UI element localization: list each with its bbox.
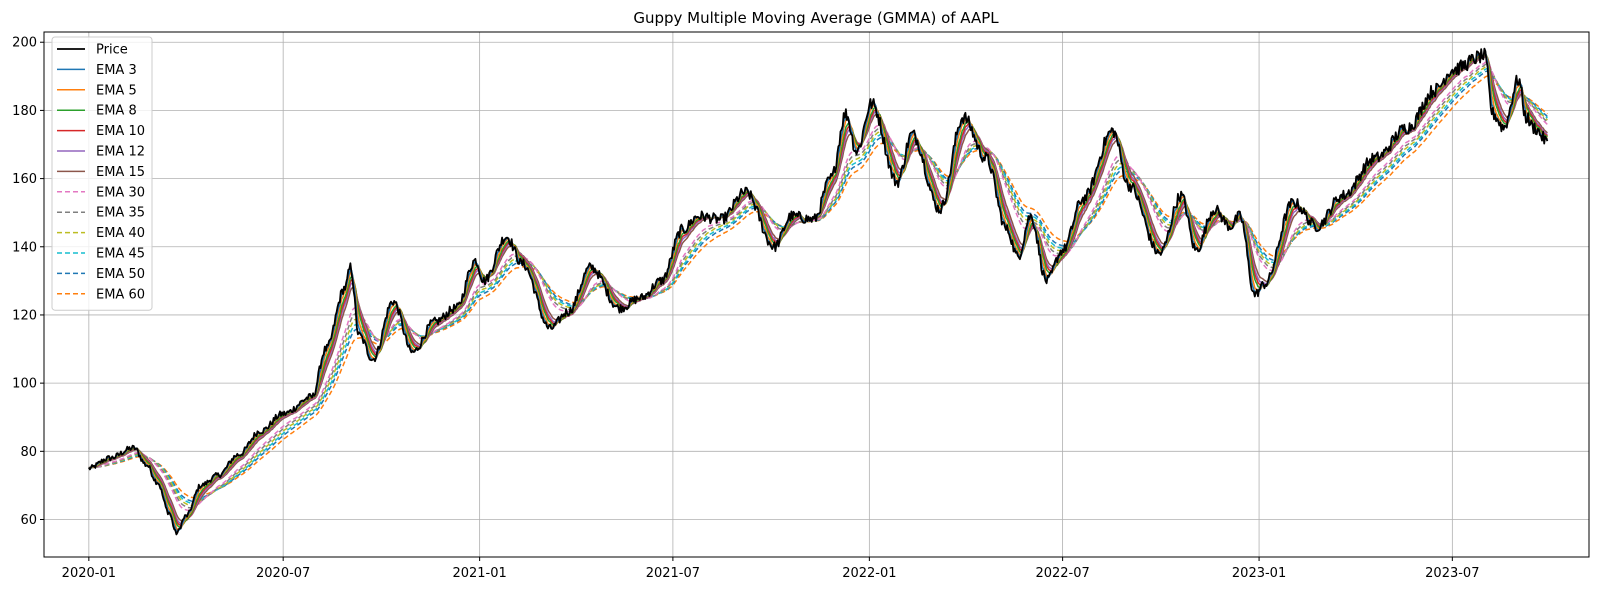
plot-frame xyxy=(43,31,1590,558)
legend-label: Price xyxy=(96,43,128,58)
legend-box xyxy=(51,36,153,311)
series-line-ema-60 xyxy=(88,75,1548,499)
x-tick-label: 2020-01 xyxy=(62,566,116,581)
y-tick-label: 180 xyxy=(12,104,37,119)
grid-lines xyxy=(44,32,1589,557)
legend: Price EMA 3 EMA 5 EMA 8 EMA 10 EMA 12 EMA 15 EM… xyxy=(51,36,153,311)
series-line-ema-40 xyxy=(88,65,1548,507)
x-tick-label: 2023-07 xyxy=(1425,566,1479,581)
series-line-ema-12 xyxy=(88,54,1548,525)
x-tick-label: 2023-01 xyxy=(1232,566,1286,581)
series-line-ema-5 xyxy=(88,52,1548,531)
series-line-ema-50 xyxy=(88,70,1548,502)
x-axis: 2020-01 2020-07 2021-01 2021-07 2022-01 2022-… xyxy=(62,557,1479,581)
series-line-ema-45 xyxy=(88,68,1548,504)
y-tick-label: 80 xyxy=(20,445,37,460)
x-tick-label: 2020-07 xyxy=(256,566,310,581)
legend-label: EMA 35 xyxy=(96,206,145,221)
x-tick-label: 2022-07 xyxy=(1035,566,1089,581)
series-line-ema-3 xyxy=(88,51,1549,533)
legend-label: EMA 30 xyxy=(96,185,145,200)
legend-label: EMA 8 xyxy=(96,104,137,119)
y-tick-label: 60 xyxy=(20,513,37,528)
legend-label: EMA 5 xyxy=(96,83,137,98)
x-tick-label: 2021-01 xyxy=(452,566,506,581)
x-tick-label: 2022-01 xyxy=(842,566,896,581)
x-tick-label: 2021-07 xyxy=(646,566,700,581)
chart-title: Guppy Multiple Moving Average (GMMA) of … xyxy=(633,9,999,27)
series-line-ema-35 xyxy=(88,63,1548,509)
series-layer xyxy=(88,47,1549,536)
series-line-ema-30 xyxy=(88,61,1548,512)
legend-label: EMA 12 xyxy=(96,145,145,160)
y-tick-label: 120 xyxy=(12,308,37,323)
legend-label: EMA 3 xyxy=(96,63,137,78)
series-line-ema-8 xyxy=(88,53,1548,528)
series-line-price xyxy=(88,47,1549,536)
legend-label: EMA 15 xyxy=(96,165,145,180)
legend-label: EMA 10 xyxy=(96,124,145,139)
legend-label: EMA 60 xyxy=(96,287,145,302)
legend-label: EMA 45 xyxy=(96,247,145,262)
legend-label: EMA 40 xyxy=(96,226,145,241)
y-tick-label: 160 xyxy=(12,172,37,187)
y-tick-label: 140 xyxy=(12,240,37,255)
legend-label: EMA 50 xyxy=(96,267,145,282)
series-line-ema-10 xyxy=(88,54,1548,527)
y-tick-label: 100 xyxy=(12,377,37,392)
y-axis: 60 80 100 120 140 160 180 200 xyxy=(12,36,44,528)
y-tick-label: 200 xyxy=(12,36,37,51)
